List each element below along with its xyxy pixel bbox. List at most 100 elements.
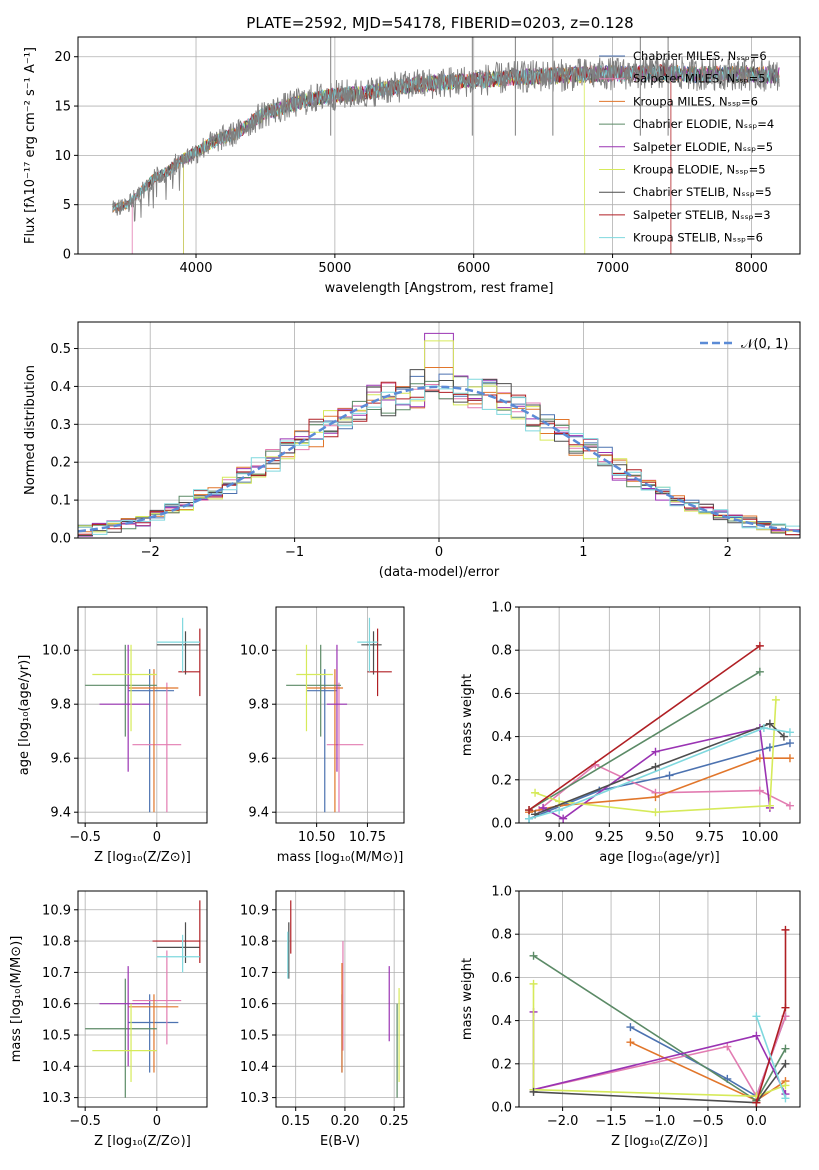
weight-marker-salpeter-stelib [525, 806, 534, 815]
residual-histogram-panel: −2 −1 0 1 2 0.0 0.1 0.2 0.3 0.4 0.5 (data-model)/er… [23, 321, 801, 580]
y-tick-label: 10.3 [42, 1091, 71, 1106]
y-tick-label: 0.8 [491, 928, 512, 943]
x-tick-label: −1 [285, 545, 304, 560]
x-tick-label: −1.0 [644, 1114, 676, 1129]
weight-marker-chabrier-miles [785, 739, 794, 748]
x-tick-label: 2 [724, 545, 732, 560]
mass-weight-vs-age-panel: 9.00 9.25 9.50 9.75 10.00 0.0 0.2 0.4 0.6 0.8 1.0 a… [460, 601, 801, 865]
weight-marker-salpeter-elodie [651, 747, 660, 756]
weight-marker-kroupa-stelib [781, 1094, 790, 1103]
x-tick-label: 9.75 [695, 830, 724, 845]
x-tick-label: 8000 [735, 261, 768, 276]
weight-marker-kroupa-stelib [525, 814, 534, 823]
x-axis-label: wavelength [Angstrom, rest frame] [325, 281, 554, 296]
legend-entry: Salpeter MILES, Nₛₛₚ=5 [633, 72, 766, 86]
y-tick-label: 0.6 [491, 687, 512, 702]
y-tick-label: 0.4 [491, 1014, 512, 1029]
weight-marker-chabrier-stelib [651, 762, 660, 771]
weight-marker-salpeter-elodie [559, 814, 568, 823]
y-axis-label: Normed distribution [23, 365, 38, 495]
y-tick-label: 10.7 [240, 966, 269, 981]
y-tick-label: 20 [54, 50, 71, 65]
weight-marker-kroupa-stelib [785, 728, 794, 737]
y-axis-label: mass weight [460, 674, 475, 756]
x-axis-label: age [log₁₀(age/yr)] [599, 850, 720, 865]
x-axis-label: Z [log₁₀(Z/Z⊙)] [94, 1134, 191, 1149]
weight-marker-salpeter-miles [785, 801, 794, 810]
plot-area [287, 900, 400, 1098]
y-tick-label: 9.6 [50, 752, 71, 767]
y-tick-label: 10.8 [42, 935, 71, 950]
x-tick-label: 9.50 [645, 830, 674, 845]
y-tick-label: 9.8 [50, 698, 71, 713]
figure-title: PLATE=2592, MJD=54178, FIBERID=0203, z=0… [246, 14, 633, 32]
weight-marker-salpeter-stelib [755, 641, 764, 650]
weight-marker-salpeter-stelib [781, 1003, 790, 1012]
age-vs-mass-panel: 10.50 10.75 9.4 9.6 9.8 10.0 mass [log₁₀(M/M⊙)… [240, 606, 405, 865]
y-tick-label: 10.3 [240, 1091, 269, 1106]
weight-marker-chabrier-stelib [765, 719, 774, 728]
weight-line-salpeter-elodie [542, 727, 771, 820]
y-tick-label: 15 [54, 100, 71, 115]
y-tick-label: 10.7 [42, 966, 71, 981]
legend-entry: Salpeter STELIB, Nₛₛₚ=3 [633, 208, 771, 222]
legend-entry: Chabrier ELODIE, Nₛₛₚ=4 [633, 117, 774, 131]
mass-vs-extinction-panel: 0.15 0.20 0.25 10.3 10.4 10.5 10.6 10.7 10.8 10.9… [240, 890, 409, 1149]
y-tick-label: 1.0 [491, 885, 512, 900]
x-tick-label: 0.0 [746, 1114, 767, 1129]
legend-entry: Kroupa MILES, Nₛₛₚ=6 [633, 94, 758, 108]
weight-marker-kroupa-elodie [531, 788, 540, 797]
spectrum-panel: 4000 5000 6000 7000 8000 0 5 10 15 20 wavelength [… [23, 36, 801, 296]
plot-area [85, 617, 201, 813]
legend-entry: Kroupa STELIB, Nₛₛₚ=6 [633, 231, 763, 245]
y-tick-label: 10.9 [240, 903, 269, 918]
plot-area [112, 37, 780, 254]
axes-frame [275, 606, 405, 824]
weight-marker-kroupa-miles [755, 754, 764, 763]
weight-line-chabrier-elodie [528, 671, 761, 811]
x-tick-label: 7000 [596, 261, 629, 276]
weight-marker-chabrier-miles [665, 771, 674, 780]
histogram-kroupa-stelib [78, 378, 800, 535]
plot-area [78, 332, 800, 537]
y-tick-label: 9.8 [248, 698, 269, 713]
x-tick-label: −0.5 [69, 1114, 101, 1129]
x-tick-label: 9.25 [595, 830, 624, 845]
x-axis-label: Z [log₁₀(Z/Z⊙)] [611, 1134, 708, 1149]
legend-entry: Kroupa ELODIE, Nₛₛₚ=5 [633, 163, 766, 177]
weight-marker-kroupa-elodie [529, 979, 538, 988]
y-tick-label: 0.2 [491, 773, 512, 788]
weight-marker-kroupa-miles [626, 1038, 635, 1047]
model-spectrum-salpeter-miles [131, 63, 779, 254]
y-tick-label: 0.0 [50, 532, 71, 547]
y-tick-label: 10.6 [240, 997, 269, 1012]
y-tick-label: 10.0 [240, 644, 269, 659]
y-tick-label: 10.4 [42, 1060, 71, 1075]
y-tick-label: 0.0 [491, 817, 512, 832]
age-vs-metallicity-panel: −0.5 0 9.4 9.6 9.8 10.0 Z [log₁₀(Z/Z⊙)] age [lo… [17, 606, 208, 865]
weight-marker-chabrier-elodie [781, 1044, 790, 1053]
y-tick-label: 10.0 [42, 644, 71, 659]
y-tick-label: 5 [63, 198, 71, 213]
y-axis-label: Flux [fλ10⁻¹⁷ erg cm⁻² s⁻¹ A⁻¹] [23, 47, 38, 244]
plot-area [85, 900, 201, 1098]
y-tick-label: 10.4 [240, 1060, 269, 1075]
y-tick-label: 0.8 [491, 644, 512, 659]
weight-marker-kroupa-stelib [752, 1012, 761, 1021]
weight-marker-salpeter-stelib [752, 1098, 761, 1107]
weight-marker-kroupa-miles [785, 754, 794, 763]
y-tick-label: 10.6 [42, 997, 71, 1012]
y-tick-label: 9.6 [248, 752, 269, 767]
weight-line-kroupa-elodie [532, 983, 786, 1098]
weight-marker-kroupa-elodie [765, 801, 774, 810]
y-axis-label: mass [log₁₀(M/M⊙)] [9, 936, 24, 1063]
weight-marker-salpeter-stelib [781, 925, 790, 934]
normal-distribution-curve [78, 385, 800, 533]
weight-marker-kroupa-stelib [555, 806, 564, 815]
x-tick-label: 0.20 [330, 1114, 359, 1129]
y-tick-label: 0.4 [50, 380, 71, 395]
weight-marker-chabrier-elodie [529, 951, 538, 960]
plot-area [286, 617, 392, 813]
y-tick-label: 0 [63, 248, 71, 263]
x-tick-label: 5000 [318, 261, 351, 276]
